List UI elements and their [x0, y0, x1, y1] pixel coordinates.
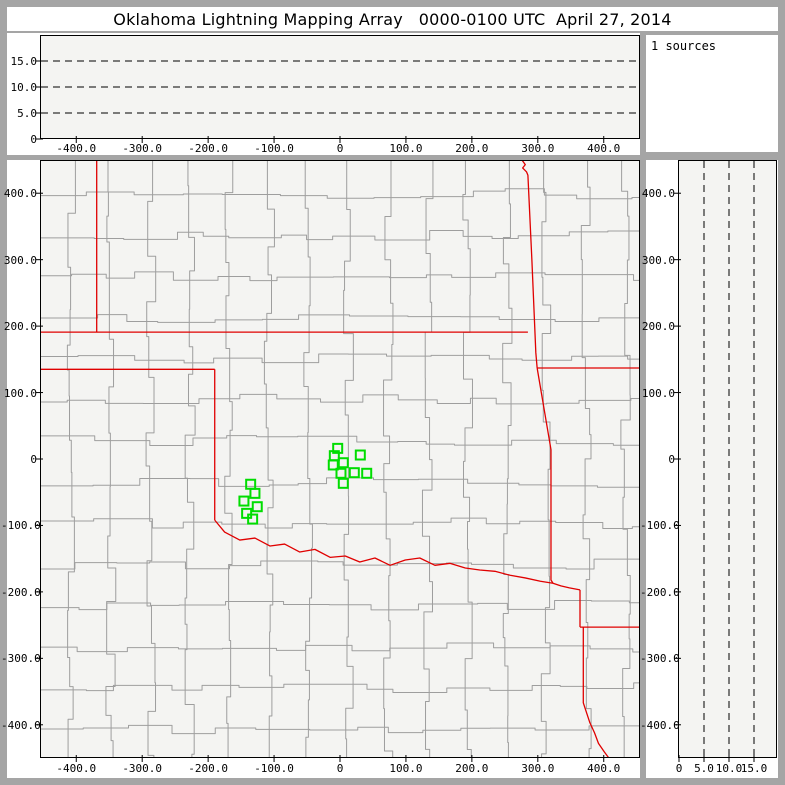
sources-count-label: 1 sources: [651, 39, 717, 53]
ew-altitude-plot-area[interactable]: [40, 35, 640, 139]
title-bar: Oklahoma Lightning Mapping Array 0000-01…: [7, 7, 778, 31]
page-title: Oklahoma Lightning Mapping Array 0000-01…: [113, 9, 672, 29]
plan-view-panel: [7, 160, 640, 778]
ns-altitude-panel: [646, 160, 778, 778]
plan-view-map-area[interactable]: [40, 160, 640, 758]
sources-histogram-box: [646, 35, 778, 152]
ns-altitude-plot-area[interactable]: [678, 160, 777, 758]
ew-altitude-panel: [7, 33, 640, 155]
